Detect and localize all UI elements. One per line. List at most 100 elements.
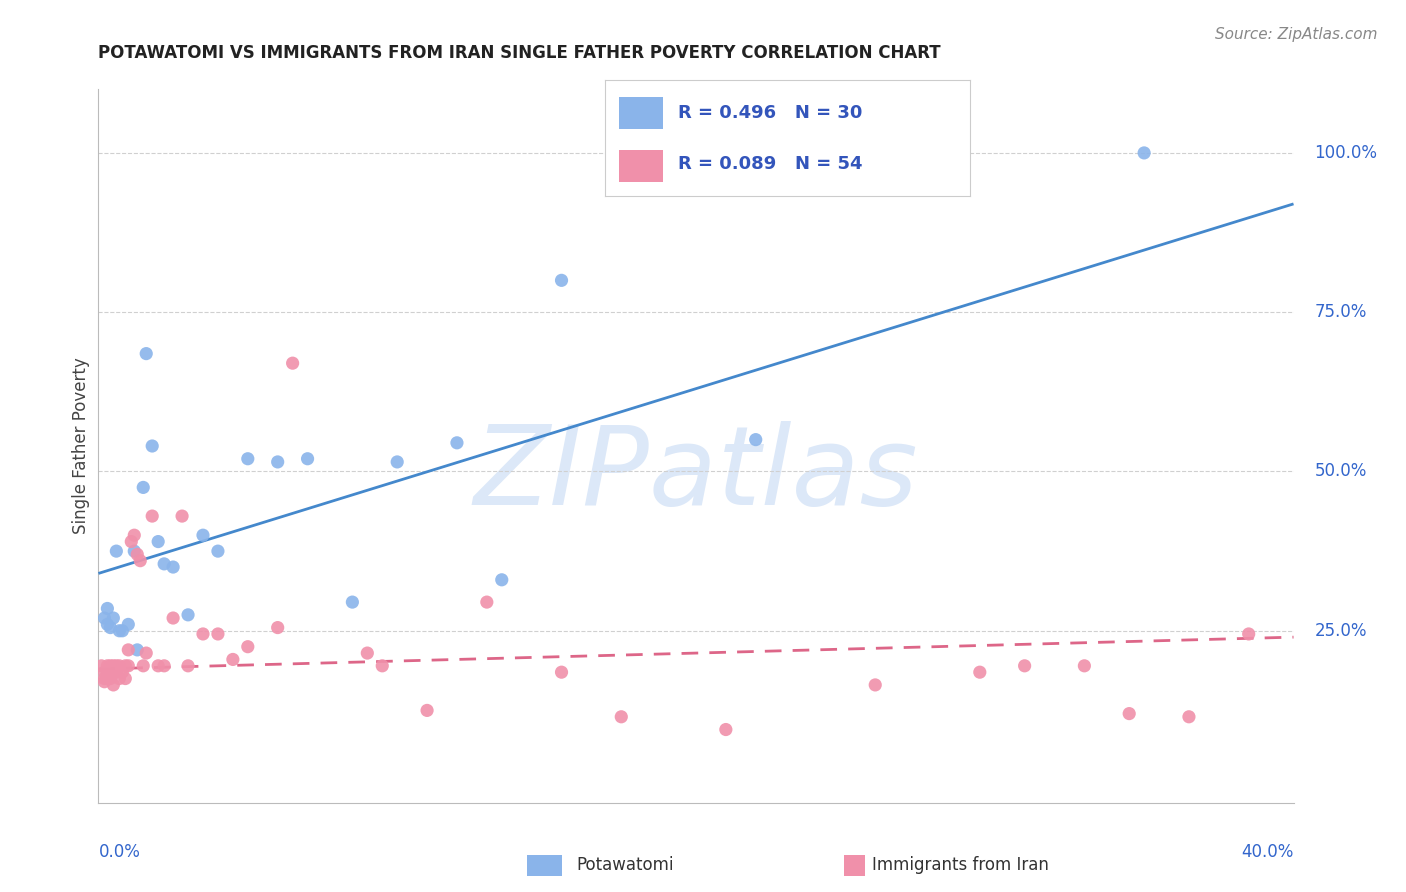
Text: 75.0%: 75.0% [1315, 303, 1367, 321]
Point [1073, 658, 1095, 673]
Point [1133, 145, 1156, 160]
Point [98, 621, 122, 635]
Point [385, 455, 409, 469]
Text: Source: ZipAtlas.com: Source: ZipAtlas.com [1215, 27, 1378, 42]
Point [120, 534, 142, 549]
Point [281, 356, 304, 370]
Point [117, 617, 139, 632]
Point [371, 658, 394, 673]
Point [191, 627, 214, 641]
Text: 40.0%: 40.0% [1241, 843, 1294, 861]
Text: 0.0%: 0.0% [98, 843, 141, 861]
FancyBboxPatch shape [619, 150, 664, 182]
Point [342, 595, 364, 609]
Point [177, 658, 200, 673]
Point [1178, 710, 1201, 724]
Point [127, 547, 149, 561]
Point [108, 658, 131, 673]
Text: 100.0%: 100.0% [1315, 144, 1378, 162]
Point [98, 665, 122, 680]
Point [191, 528, 214, 542]
Point [135, 346, 157, 360]
Point [93, 672, 115, 686]
Point [491, 573, 513, 587]
Point [114, 672, 136, 686]
Point [207, 544, 229, 558]
Point [416, 703, 439, 717]
Point [141, 439, 163, 453]
Point [103, 665, 125, 680]
Point [96, 665, 118, 680]
Point [124, 528, 146, 542]
Point [141, 509, 163, 524]
Point [177, 607, 200, 622]
Point [90, 658, 112, 673]
Point [103, 678, 125, 692]
Point [172, 509, 194, 524]
Point [111, 624, 134, 638]
Point [114, 658, 136, 673]
Point [745, 433, 768, 447]
Point [129, 554, 152, 568]
Text: 25.0%: 25.0% [1315, 622, 1367, 640]
Point [105, 665, 128, 680]
Point [111, 665, 134, 680]
Text: 50.0%: 50.0% [1315, 462, 1367, 481]
Text: ZIPatlas: ZIPatlas [474, 421, 918, 528]
FancyBboxPatch shape [619, 96, 664, 129]
Point [1237, 627, 1260, 641]
Point [222, 652, 245, 666]
Text: Immigrants from Iran: Immigrants from Iran [872, 856, 1049, 874]
Point [969, 665, 991, 680]
Point [103, 611, 125, 625]
Point [550, 273, 572, 287]
Point [127, 643, 149, 657]
Point [132, 658, 155, 673]
Point [550, 665, 572, 680]
Point [105, 658, 128, 673]
Point [96, 601, 118, 615]
Point [162, 560, 184, 574]
Point [1014, 658, 1036, 673]
Point [93, 665, 115, 680]
Point [153, 557, 176, 571]
Point [117, 658, 139, 673]
Point [93, 674, 115, 689]
Point [236, 451, 259, 466]
Text: R = 0.496   N = 30: R = 0.496 N = 30 [678, 103, 862, 121]
Point [96, 617, 118, 632]
Point [117, 643, 139, 657]
Point [207, 627, 229, 641]
Point [297, 451, 319, 466]
Point [865, 678, 887, 692]
Point [153, 658, 176, 673]
Point [124, 544, 146, 558]
Point [610, 710, 633, 724]
Text: Potawatomi: Potawatomi [576, 856, 673, 874]
Point [148, 534, 170, 549]
Point [103, 658, 125, 673]
Point [105, 544, 128, 558]
Point [714, 723, 737, 737]
Point [135, 646, 157, 660]
Point [108, 672, 131, 686]
Point [356, 646, 378, 660]
Point [1118, 706, 1140, 721]
Text: R = 0.089   N = 54: R = 0.089 N = 54 [678, 155, 862, 173]
Point [93, 611, 115, 625]
Text: POTAWATOMI VS IMMIGRANTS FROM IRAN SINGLE FATHER POVERTY CORRELATION CHART: POTAWATOMI VS IMMIGRANTS FROM IRAN SINGL… [98, 45, 941, 62]
Point [132, 480, 155, 494]
Point [162, 611, 184, 625]
Point [148, 658, 170, 673]
Point [98, 672, 122, 686]
Point [475, 595, 498, 609]
Point [96, 672, 118, 686]
Point [267, 455, 290, 469]
Point [236, 640, 259, 654]
Point [108, 624, 131, 638]
Point [267, 621, 290, 635]
Point [98, 658, 122, 673]
Point [96, 658, 118, 673]
Y-axis label: Single Father Poverty: Single Father Poverty [72, 358, 90, 534]
Point [446, 435, 468, 450]
